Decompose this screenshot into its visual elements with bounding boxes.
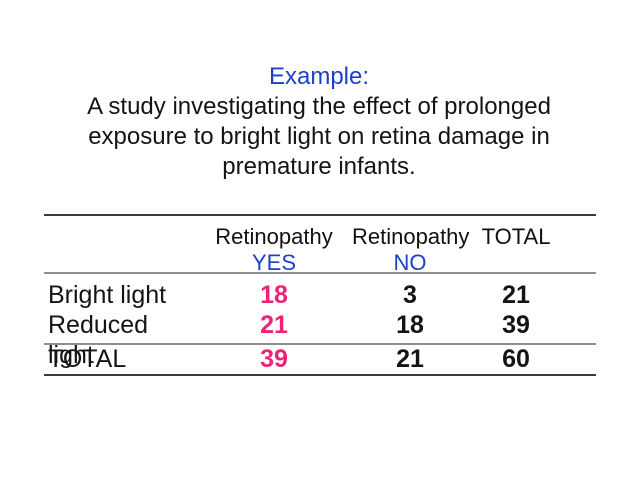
col-header-empty <box>44 224 196 276</box>
col-header-yes-label: YES <box>251 250 297 275</box>
table-row-total: TOTAL 39 21 60 <box>44 344 564 374</box>
col-header-total: TOTAL <box>468 224 564 276</box>
table-rule-below-header <box>44 272 596 274</box>
slide-subtitle-line-2: exposure to bright light on retina damag… <box>88 123 550 150</box>
cell-no-value: 21 <box>396 345 424 373</box>
slide-title: Example: <box>268 63 370 90</box>
cell-yes-value: 21 <box>260 311 288 339</box>
cell-yes-value: 39 <box>260 345 288 373</box>
table-header-row: Retinopathy YES Retinopathy NO TOTAL <box>44 224 564 276</box>
table-rule-top <box>44 214 596 216</box>
table-row-reduced-light: Reduced light 21 18 39 <box>44 310 564 370</box>
table-row-bright-light: Bright light 18 3 21 <box>44 280 564 310</box>
cell-yes-value: 18 <box>260 281 288 309</box>
col-header-retinopathy-yes: Retinopathy YES <box>196 224 352 276</box>
col-header-retinopathy-yes-line1: Retinopathy <box>215 224 333 249</box>
row-label: Bright light <box>48 281 167 309</box>
cell-no-value: 18 <box>396 311 424 339</box>
cell-total-value: 21 <box>502 281 530 309</box>
col-header-no-label: NO <box>393 250 427 275</box>
cell-total-value: 60 <box>502 345 530 373</box>
slide-subtitle-line-3: premature infants. <box>222 153 416 180</box>
row-label: Reduced light <box>48 311 149 369</box>
cell-total-value: 39 <box>502 311 530 339</box>
slide-subtitle-line-1: A study investigating the effect of prol… <box>87 93 551 120</box>
col-header-retinopathy-no: Retinopathy NO <box>352 224 470 276</box>
table-rule-above-total <box>44 343 596 345</box>
row-label: TOTAL <box>48 345 127 373</box>
title-block: Example: A study investigating the effec… <box>30 62 608 182</box>
table-rule-bottom <box>44 374 596 376</box>
cell-no-value: 3 <box>403 281 417 309</box>
col-header-total-label: TOTAL <box>481 224 551 249</box>
col-header-retinopathy-no-line1: Retinopathy <box>352 224 470 249</box>
